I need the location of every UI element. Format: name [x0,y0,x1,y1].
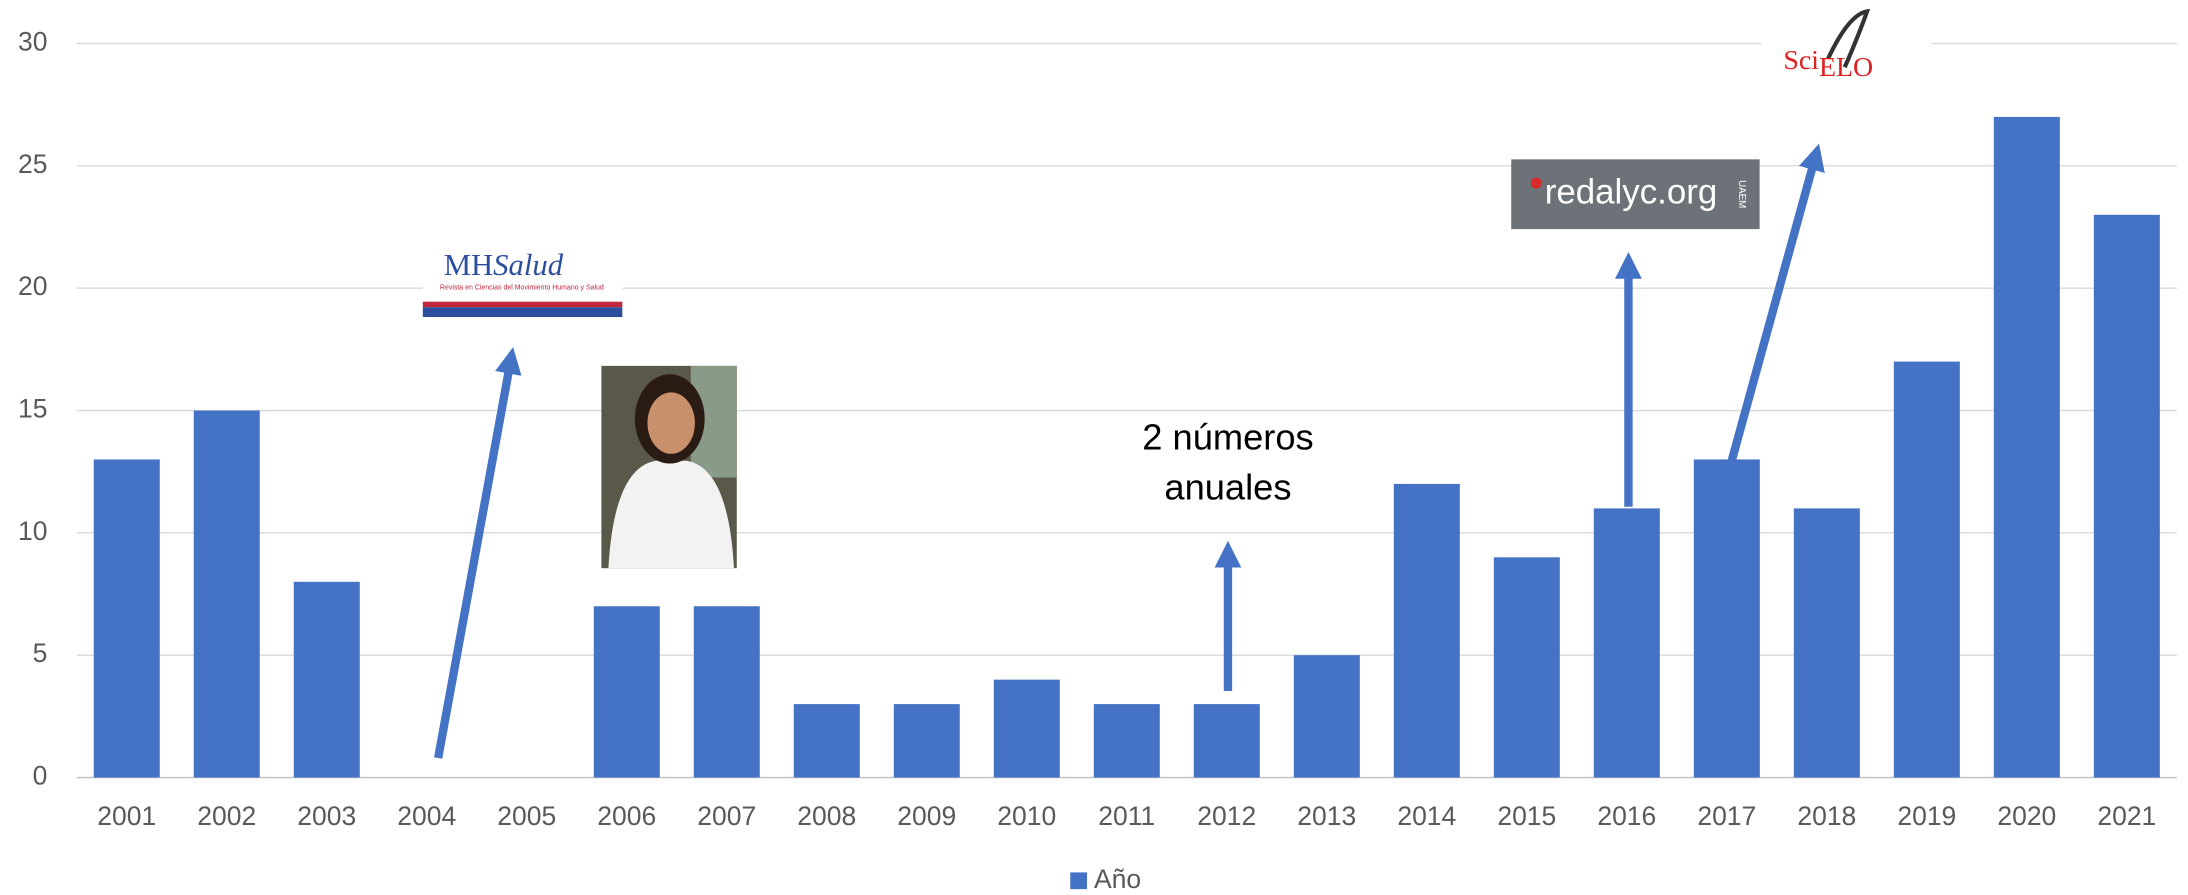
logo-swoosh [1826,8,1871,69]
bar [1193,704,1260,778]
legend-swatch [1070,872,1088,890]
arrow [434,347,522,759]
annotation: 2 números [1142,416,1313,457]
bar [693,606,760,778]
bar [93,459,160,778]
scielo-logo: SciELO [1761,0,1932,112]
x-tick-label: 2002 [197,801,256,831]
x-tick-label: 2001 [97,801,156,831]
logo-text: Sci [1783,45,1819,76]
x-tick-label: 2009 [897,801,956,831]
logo-text: SciELO [1783,45,1873,83]
x-tick-label: 2003 [297,801,356,831]
x-tick-label: 2021 [2097,801,2156,831]
x-tick-label: 2011 [1098,801,1155,831]
logo-subtitle: Revista en Ciencias del Movimiento Human… [440,285,604,292]
bar [193,410,260,778]
y-tick-label: 5 [33,638,48,668]
y-tick-label: 10 [18,516,47,546]
bar [793,704,860,778]
bar [593,606,660,778]
bar [1893,361,1960,778]
logo-text: redalyc.org [1545,172,1718,211]
arrow [1727,143,1825,462]
y-tick-label: 15 [18,394,47,424]
photo-face [647,392,695,454]
logo-bg [1761,0,1932,112]
x-tick-label: 2007 [697,801,756,831]
bar [1693,459,1760,778]
logo-bg [1511,159,1760,230]
x-tick-label: 2006 [597,801,656,831]
logo-text: MH [444,248,493,282]
redalyc-logo: redalyc.org UAEM [1511,159,1760,230]
logo-text: Salud [493,248,564,282]
bar [1993,116,2060,778]
x-tick-label: 2014 [1397,801,1456,831]
x-tick-label: 2019 [1897,801,1956,831]
x-tick-label: 2010 [997,801,1056,831]
mhsalud-logo: MHSalud Revista en Ciencias del Movimien… [422,244,623,318]
x-tick-label: 2013 [1297,801,1356,831]
y-tick-label: 25 [18,149,47,179]
logo-text: MHSalud [444,248,564,282]
bar [1593,508,1660,778]
legend-label: Año [1094,864,1141,894]
bar [993,679,1060,778]
x-tick-label: 2012 [1197,801,1256,831]
annotation: anuales [1164,467,1291,508]
logo-dot [1530,177,1542,189]
bar [1393,483,1460,778]
x-tick-label: 2005 [497,801,556,831]
bar [1293,655,1360,778]
y-tick-label: 20 [18,271,47,301]
bar [2093,214,2160,778]
photo-shirt [608,460,734,569]
photo [601,365,737,569]
y-tick-label: 30 [18,27,47,57]
logo-text: UAEM [1736,180,1747,208]
logo-text: ELO [1819,52,1873,83]
x-tick-label: 2016 [1597,801,1656,831]
logo-stripe [422,307,623,318]
x-tick-label: 2020 [1997,801,2056,831]
bar [1793,508,1860,778]
x-tick-label: 2004 [397,801,456,831]
logo-stripe [422,301,623,308]
x-tick-label: 2017 [1697,801,1756,831]
bar [293,581,360,778]
x-tick-label: 2015 [1497,801,1556,831]
bar [1493,557,1560,778]
plot-area: 0 5 10 15 20 25 30 2001 2002 2003 2004 2005 2006 2007… [18,27,2177,894]
x-tick-label: 2008 [797,801,856,831]
y-tick-label: 0 [33,761,48,791]
x-tick-label: 2018 [1797,801,1856,831]
bar [893,704,960,778]
bar [1093,704,1160,778]
